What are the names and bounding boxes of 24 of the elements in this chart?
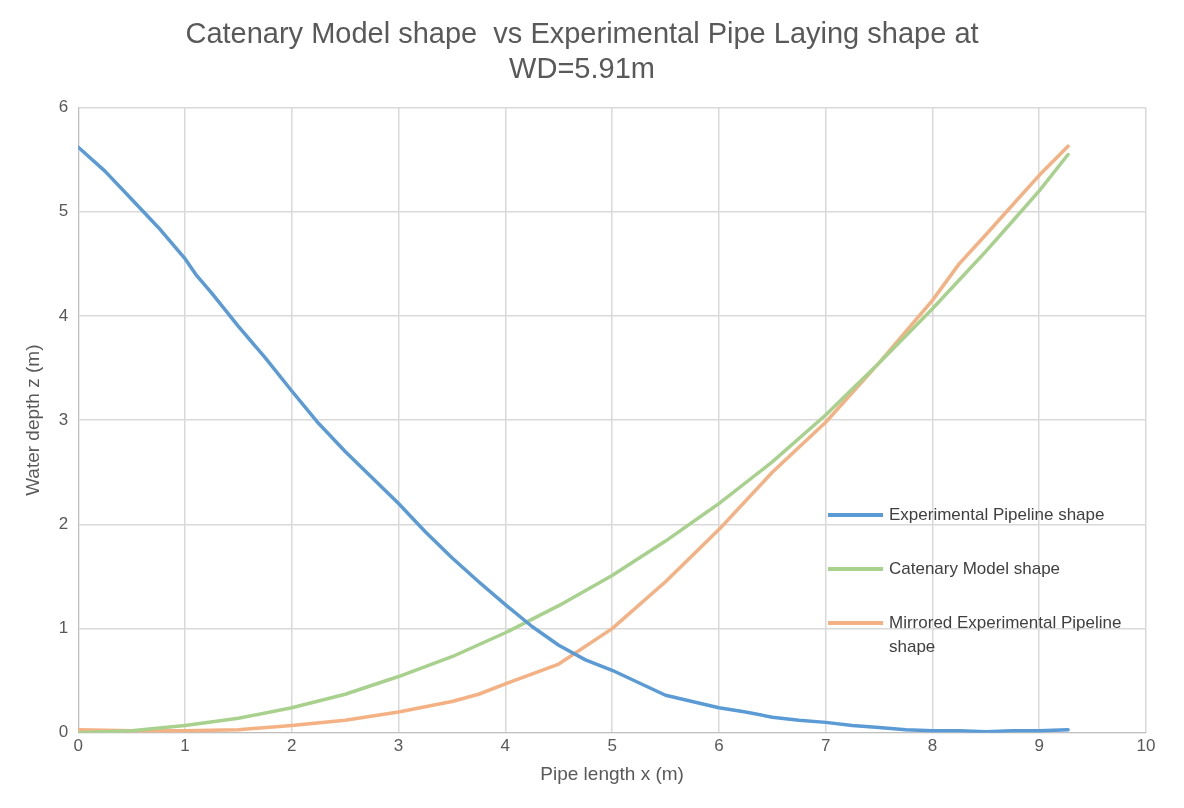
y-tick-label: 6 — [58, 97, 69, 117]
y-tick-label: 0 — [58, 722, 69, 742]
x-tick-label: 9 — [1034, 735, 1044, 755]
y-tick-label: 2 — [58, 514, 69, 534]
x-tick-label: 10 — [1136, 735, 1156, 755]
legend-label: Experimental Pipeline shape — [889, 504, 1105, 526]
y-tick-label: 3 — [58, 409, 69, 429]
y-axis-title: Water depth z (m) — [21, 344, 43, 496]
x-tick-label: 0 — [73, 735, 83, 755]
x-tick-label: 7 — [820, 735, 831, 755]
y-tick-label: 4 — [58, 305, 69, 325]
chart-title: Catenary Model shape vs Experimental Pipe Laying shape at WD=5.91m — [185, 17, 979, 85]
y-tick-label: 5 — [58, 201, 69, 221]
x-tick-label: 8 — [927, 735, 938, 755]
x-tick-label: 2 — [287, 735, 297, 755]
x-axis-title: Pipe length x (m) — [540, 762, 684, 784]
x-tick-label: 5 — [607, 735, 617, 755]
y-tick-label: 1 — [58, 618, 69, 638]
x-tick-label: 1 — [180, 735, 190, 755]
x-tick-label: 6 — [714, 735, 724, 755]
x-tick-label: 3 — [393, 735, 404, 755]
legend-label: Mirrored Experimental Pipeline shape — [889, 612, 1123, 658]
legend-label: Catenary Model shape — [889, 558, 1061, 580]
x-tick-label: 4 — [500, 735, 511, 755]
